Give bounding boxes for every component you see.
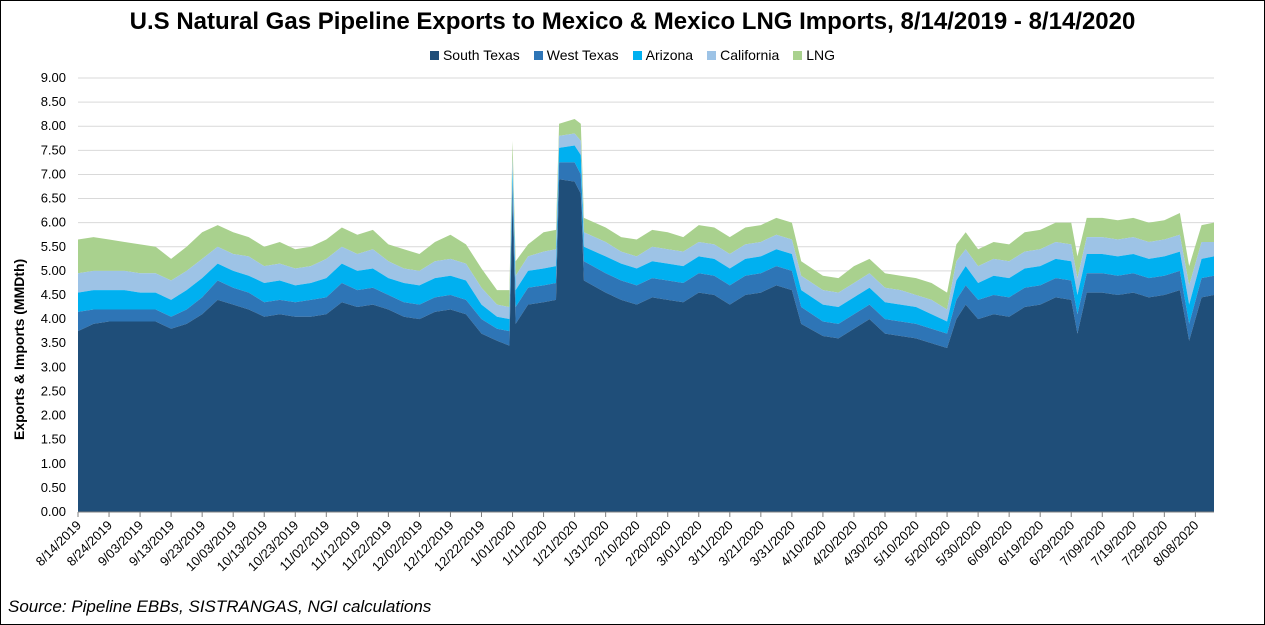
legend-label-arizona: Arizona <box>645 47 694 63</box>
chart-title: U.S Natural Gas Pipeline Exports to Mexi… <box>129 8 1136 35</box>
legend-swatch-lng <box>793 50 803 60</box>
y-tick-label: 5.00 <box>41 263 66 278</box>
y-tick-label: 1.00 <box>41 456 66 471</box>
legend-label-west-texas: West Texas <box>546 47 619 63</box>
legend-item-west-texas: West Texas <box>533 47 619 63</box>
x-axis-ticks: 8/14/20198/24/20199/03/20199/13/20199/23… <box>33 512 1202 574</box>
y-axis-ticks: 0.00 0.50 1.00 1.50 2.00 2.50 3.00 3.50 4.00 4.50… <box>41 70 66 519</box>
legend-swatch-south-texas <box>429 50 439 60</box>
legend: South Texas West Texas Arizona Californi… <box>0 47 1265 63</box>
y-tick-label: 2.00 <box>41 408 66 423</box>
legend-label-california: California <box>720 47 780 63</box>
y-tick-label: 2.50 <box>41 383 66 398</box>
legend-item-south-texas: South Texas <box>429 47 520 63</box>
y-tick-label: 0.00 <box>41 504 66 519</box>
y-tick-label: 9.00 <box>41 70 66 85</box>
y-tick-label: 8.50 <box>41 94 66 109</box>
legend-item-arizona: Arizona <box>632 47 694 63</box>
legend-swatch-california <box>707 50 717 60</box>
y-tick-label: 6.50 <box>41 191 66 206</box>
legend-item-california: California <box>707 47 779 63</box>
y-tick-label: 0.50 <box>41 480 66 495</box>
source-note: Source: Pipeline EBBs, SISTRANGAS, NGI c… <box>8 597 432 616</box>
legend-swatch-west-texas <box>533 50 543 60</box>
y-tick-label: 7.00 <box>41 166 66 181</box>
legend-label-lng: LNG <box>806 47 836 63</box>
area-south-texas <box>78 179 1214 512</box>
y-tick-label: 4.00 <box>41 311 66 326</box>
area-arizona <box>78 145 1214 334</box>
y-tick-label: 7.50 <box>41 142 66 157</box>
area-west-texas <box>78 162 1214 349</box>
chart-plot: 0.00 0.50 1.00 1.50 2.00 2.50 3.00 3.50 4.00 4.50… <box>33 70 1214 574</box>
legend-label-south-texas: South Texas <box>442 47 520 63</box>
y-tick-label: 1.50 <box>41 432 66 447</box>
legend-item-lng: LNG <box>793 47 835 63</box>
y-tick-label: 5.50 <box>41 239 66 254</box>
y-tick-label: 6.00 <box>41 215 66 230</box>
y-tick-label: 4.50 <box>41 287 66 302</box>
series-areas <box>78 118 1214 512</box>
y-tick-label: 8.00 <box>41 118 66 133</box>
y-tick-label: 3.00 <box>41 359 66 374</box>
legend-swatch-arizona <box>632 50 642 60</box>
y-tick-label: 3.50 <box>41 335 66 350</box>
